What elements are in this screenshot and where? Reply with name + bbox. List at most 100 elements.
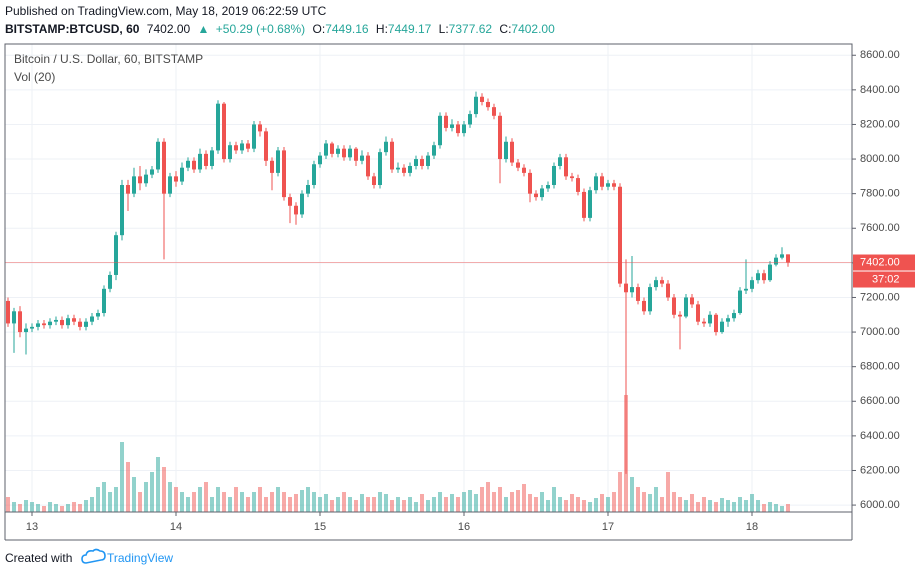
candle-body: [168, 176, 172, 194]
volume-bar: [186, 497, 190, 512]
volume-bar: [426, 500, 430, 512]
candle-body: [120, 185, 124, 236]
ohlc-name: L:: [439, 22, 449, 36]
volume-bar: [168, 482, 172, 512]
candle-body: [618, 186, 622, 284]
volume-bar: [258, 487, 262, 512]
candle-body: [384, 141, 388, 153]
candle-body: [372, 176, 376, 186]
volume-bar: [336, 497, 340, 512]
y-tick-label: 7600.00: [860, 222, 900, 234]
candle-body: [414, 159, 418, 166]
volume-bar: [702, 497, 706, 512]
candle-body: [654, 280, 658, 288]
candle-body: [474, 96, 478, 115]
candle-body: [582, 191, 586, 218]
volume-bar: [786, 504, 790, 512]
candle-body: [780, 254, 784, 258]
candle-body: [300, 193, 304, 215]
volume-bar: [132, 477, 136, 512]
candle-body: [528, 172, 532, 194]
volume-bar: [180, 492, 184, 512]
candle-body: [744, 288, 748, 291]
volume-bar: [600, 494, 604, 512]
volume-bar: [222, 492, 226, 512]
candle-body: [666, 283, 670, 298]
candle-body: [330, 143, 334, 154]
volume-bar: [708, 500, 712, 512]
candle-body: [210, 150, 214, 166]
change-arrow: ▲: [198, 22, 210, 36]
plot-border: [4, 43, 853, 513]
volume-bar: [660, 497, 664, 512]
candle-body: [276, 150, 280, 173]
candle-body: [192, 160, 196, 170]
candle-body: [690, 297, 694, 305]
candle-body: [294, 205, 298, 215]
volume-bar: [516, 490, 520, 512]
candle-body: [84, 321, 88, 327]
y-tick-label: 8000.00: [860, 153, 900, 165]
candle-body: [366, 155, 370, 177]
candle-body: [612, 183, 616, 187]
volume-bar: [156, 457, 160, 512]
x-tick-label: 16: [458, 521, 470, 533]
x-tick-label: 15: [314, 521, 326, 533]
volume-bar: [30, 502, 34, 512]
candle-body: [60, 319, 64, 326]
volume-bar: [504, 497, 508, 512]
volume-bar: [210, 497, 214, 512]
y-tick-label: 6400.00: [860, 430, 900, 442]
candle-body: [606, 183, 610, 187]
last-price: 7402.00: [147, 22, 191, 36]
volume-bar: [606, 497, 610, 512]
candle-body: [246, 143, 250, 149]
candle-body: [162, 141, 166, 194]
candle-body: [468, 114, 472, 125]
candle-body: [738, 290, 742, 314]
volume-bar: [198, 487, 202, 512]
volume-bar: [780, 506, 784, 512]
volume-bar: [60, 506, 64, 512]
candle-body: [762, 273, 766, 281]
candle-body: [288, 197, 292, 206]
volume-bar: [684, 500, 688, 512]
candle-body: [126, 185, 130, 194]
volume-bar: [558, 497, 562, 512]
candle-body: [54, 319, 58, 322]
volume-bar: [300, 490, 304, 512]
candle-body: [348, 148, 352, 158]
candle-body: [240, 143, 244, 151]
volume-bar: [492, 492, 496, 512]
candle-body: [720, 321, 724, 333]
candle-body: [672, 297, 676, 315]
candle-body: [702, 321, 706, 324]
ohlc-value: 7449.17: [388, 22, 432, 36]
volume-bar: [48, 502, 52, 512]
volume-bar: [162, 467, 166, 512]
candle-body: [450, 124, 454, 128]
candle-body: [396, 167, 400, 170]
volume-bar: [732, 502, 736, 512]
volume-bar: [714, 502, 718, 512]
candle-body: [708, 314, 712, 324]
candle-body: [318, 155, 322, 165]
volume-bar: [90, 497, 94, 512]
volume-bar: [312, 492, 316, 512]
candle-body: [438, 115, 442, 146]
candle-body: [96, 313, 100, 317]
volume-bar: [480, 487, 484, 512]
candle-body: [72, 318, 76, 322]
candle-body: [6, 300, 10, 324]
volume-bar: [216, 487, 220, 512]
x-tick-label: 13: [26, 521, 38, 533]
candle-body: [786, 254, 790, 263]
volume-bar: [720, 498, 724, 512]
volume-pane: [6, 395, 790, 512]
chart-title: Bitcoin / U.S. Dollar, 60, BITSTAMP: [14, 52, 203, 66]
volume-bar: [438, 492, 442, 512]
candle-body: [504, 141, 508, 160]
candle-body: [90, 316, 94, 322]
candle-body: [156, 141, 160, 170]
